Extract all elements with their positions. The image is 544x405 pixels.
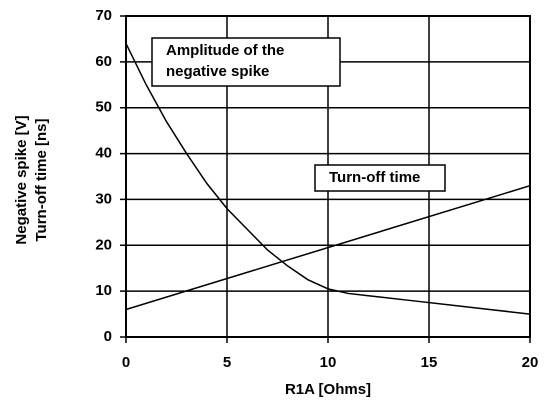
y-axis-label: Negative spike [V] [13, 115, 30, 244]
y-tick-label: 30 [95, 190, 112, 207]
y-tick-label: 0 [104, 328, 112, 345]
line [125, 184, 531, 311]
annotation-box [151, 37, 341, 87]
y-tick-label: 60 [95, 53, 112, 70]
annotation-box [314, 164, 446, 192]
plot-frame [125, 15, 531, 338]
x-axis-label: R1A [Ohms] [285, 381, 371, 398]
y-tick-label: 10 [95, 282, 112, 299]
y-tick-label: 70 [95, 7, 112, 24]
y-axis-label: Turn-off time [ns] [33, 118, 50, 241]
annotation: negative spike [166, 63, 269, 80]
line [125, 43, 531, 315]
annotation: Amplitude of the [166, 42, 284, 59]
y-tick-label: 20 [95, 236, 112, 253]
x-tick-label: 5 [223, 354, 231, 371]
y-tick-label: 50 [95, 99, 112, 116]
x-tick-label: 20 [522, 354, 539, 371]
x-tick-label: 15 [421, 354, 438, 371]
x-tick-label: 0 [122, 354, 130, 371]
y-tick-label: 40 [95, 145, 112, 162]
annotation: Turn-off time [329, 169, 420, 186]
x-tick-label: 10 [320, 354, 337, 371]
